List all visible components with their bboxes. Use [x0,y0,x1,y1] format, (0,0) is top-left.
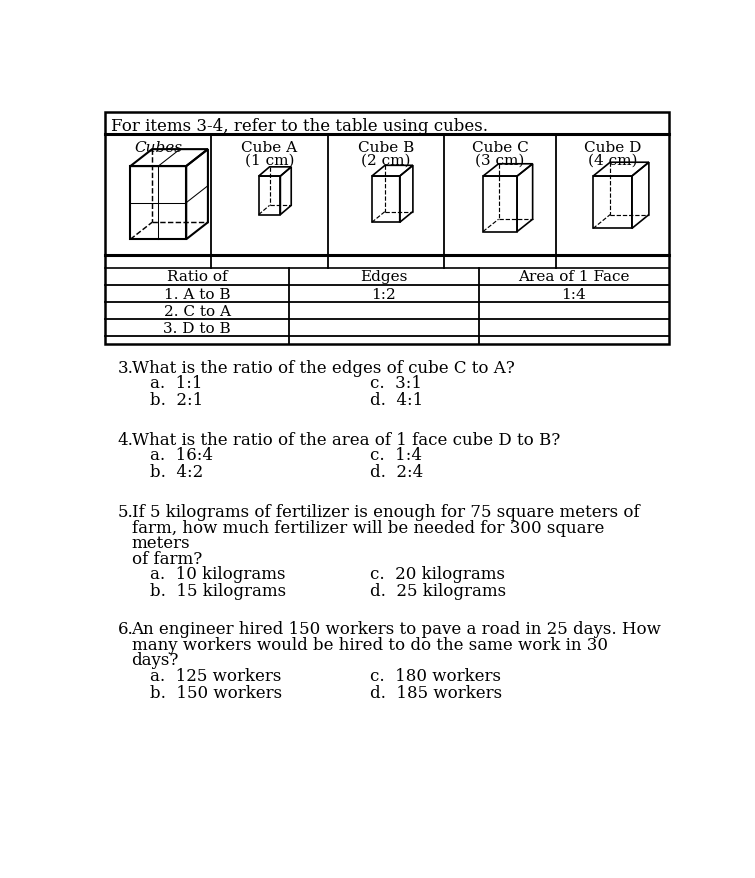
Text: c.  20 kilograms: c. 20 kilograms [369,565,504,582]
Text: (2 cm): (2 cm) [361,153,411,167]
Text: a.  16:4: a. 16:4 [150,447,213,464]
Text: 2. C to A: 2. C to A [164,305,230,319]
Text: Cube A: Cube A [242,140,297,155]
Text: d.  2:4: d. 2:4 [369,464,423,481]
Text: Cube B: Cube B [358,140,414,155]
Text: c.  3:1: c. 3:1 [369,375,421,392]
Text: 4.: 4. [118,431,134,449]
Text: If 5 kilograms of fertilizer is enough for 75 square meters of: If 5 kilograms of fertilizer is enough f… [131,504,639,521]
Text: many workers would be hired to do the same work in 30: many workers would be hired to do the sa… [131,636,608,653]
Text: days?: days? [131,651,179,668]
Text: a.  1:1: a. 1:1 [150,375,202,392]
Text: An engineer hired 150 workers to pave a road in 25 days. How: An engineer hired 150 workers to pave a … [131,621,661,637]
Text: 1:4: 1:4 [561,287,586,301]
Text: Cube C: Cube C [472,140,528,155]
Text: Area of 1 Face: Area of 1 Face [518,270,630,284]
Text: b.  150 workers: b. 150 workers [150,684,282,701]
Text: d.  4:1: d. 4:1 [369,392,423,408]
Text: c.  180 workers: c. 180 workers [369,666,501,684]
Text: d.  25 kilograms: d. 25 kilograms [369,582,506,599]
Text: (3 cm): (3 cm) [476,153,525,167]
Text: c.  1:4: c. 1:4 [369,447,421,464]
Text: Cube D: Cube D [584,140,641,155]
Bar [105,113,669,344]
Text: Ratio of: Ratio of [167,270,227,284]
Text: 3. D to B: 3. D to B [163,321,231,335]
Text: 3.: 3. [118,359,134,376]
Text: 1. A to B: 1. A to B [164,287,230,301]
Text: b.  15 kilograms: b. 15 kilograms [150,582,286,599]
Text: For items 3-4, refer to the table using cubes.: For items 3-4, refer to the table using … [112,118,488,134]
Text: Cubes: Cubes [134,140,183,155]
Text: What is the ratio of the area of 1 face cube D to B?: What is the ratio of the area of 1 face … [131,431,559,449]
Text: a.  125 workers: a. 125 workers [150,666,282,684]
Text: a.  10 kilograms: a. 10 kilograms [150,565,285,582]
Text: of farm?: of farm? [131,550,202,567]
Text: meters: meters [131,535,190,551]
Text: 6.: 6. [118,621,134,637]
Text: (1 cm): (1 cm) [245,153,294,167]
Text: 5.: 5. [118,504,134,521]
Text: What is the ratio of the edges of cube C to A?: What is the ratio of the edges of cube C… [131,359,514,376]
Text: d.  185 workers: d. 185 workers [369,684,501,701]
Text: Edges: Edges [360,270,408,284]
Text: (4 cm): (4 cm) [587,153,637,167]
Text: b.  4:2: b. 4:2 [150,464,203,481]
Text: 1:2: 1:2 [371,287,396,301]
Text: b.  2:1: b. 2:1 [150,392,203,408]
Text: farm, how much fertilizer will be needed for 300 square: farm, how much fertilizer will be needed… [131,519,604,536]
